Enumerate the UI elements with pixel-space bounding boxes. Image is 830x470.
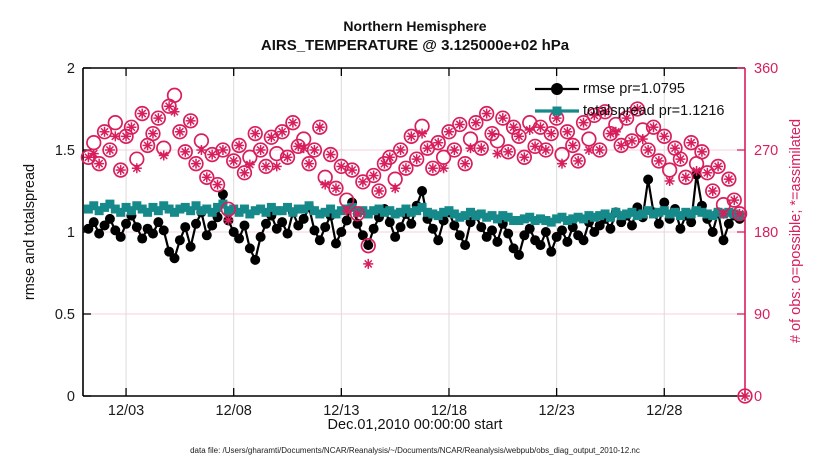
right-tick-label: 360 bbox=[754, 61, 778, 77]
legend-label-rmse: rmse pr=1.0795 bbox=[583, 81, 685, 97]
data-file-caption: data file: /Users/gharamti/Documents/NCA… bbox=[190, 446, 640, 455]
chart-subtitle: AIRS_TEMPERATURE @ 3.125000e+02 hPa bbox=[260, 37, 570, 54]
right-tick-label: 270 bbox=[754, 143, 778, 159]
x-tick-label: 12/08 bbox=[216, 403, 252, 419]
x-tick-label: 12/18 bbox=[431, 403, 467, 419]
totalspread-legend-marker bbox=[535, 106, 579, 116]
left-axis-label: rmse and totalspread bbox=[22, 163, 38, 301]
rmse-legend-marker bbox=[535, 83, 579, 95]
legend: rmse pr=1.0795 totalspread pr=1.1216 bbox=[534, 78, 724, 122]
left-tick-label: 1.5 bbox=[55, 143, 75, 159]
right-tick-label: 180 bbox=[754, 225, 778, 241]
axes: 12/03 12/08 12/13 12/18 12/23 12/28 0 0.5 1 1.5 2 0… bbox=[55, 61, 778, 419]
x-tick-label: 12/13 bbox=[323, 403, 359, 419]
left-tick-label: 2 bbox=[67, 61, 75, 77]
totalspread-series bbox=[83, 199, 745, 227]
left-tick-label: 0 bbox=[67, 389, 75, 405]
legend-label-totalspread: totalspread pr=1.1216 bbox=[583, 103, 725, 119]
x-tick-label: 12/23 bbox=[538, 403, 574, 419]
legend-item-rmse: rmse pr=1.0795 bbox=[534, 78, 724, 100]
chart-title: Northern Hemisphere bbox=[343, 18, 487, 34]
obs-assimilated-series bbox=[83, 101, 750, 401]
x-tick-label: 12/28 bbox=[646, 403, 682, 419]
right-axis-label: # of obs: o=possible; *=assimilated bbox=[788, 118, 804, 344]
left-tick-label: 0.5 bbox=[55, 307, 75, 323]
x-axis-label: Dec.01,2010 00:00:00 start bbox=[327, 417, 503, 433]
obs-possible-series bbox=[80, 87, 753, 404]
legend-item-totalspread: totalspread pr=1.1216 bbox=[534, 100, 724, 122]
left-tick-label: 1 bbox=[67, 225, 75, 241]
x-tick-label: 12/03 bbox=[108, 403, 144, 419]
right-tick-label: 90 bbox=[754, 307, 770, 323]
right-tick-label: 0 bbox=[754, 389, 762, 405]
